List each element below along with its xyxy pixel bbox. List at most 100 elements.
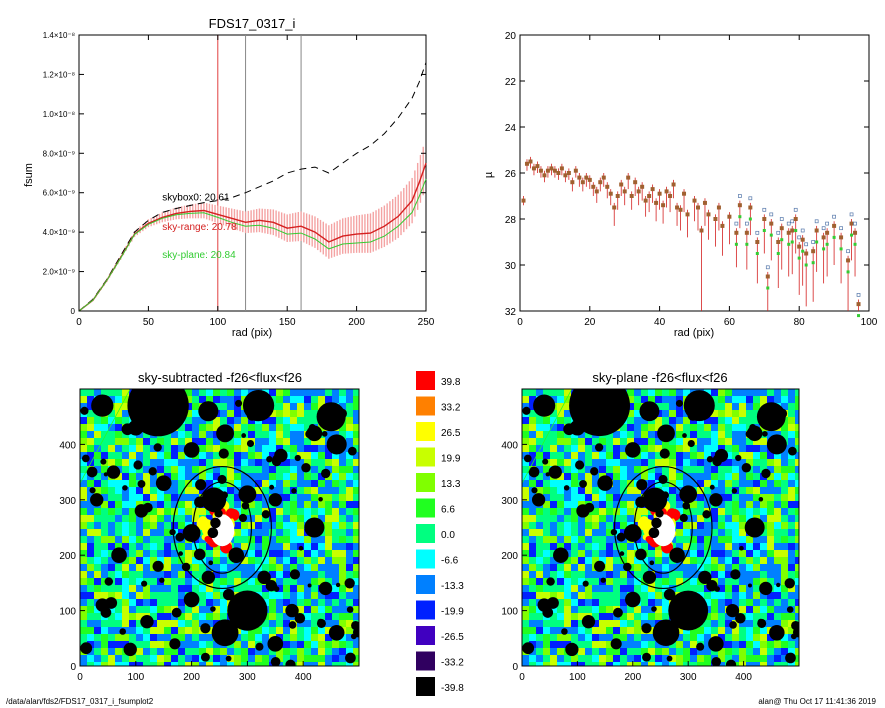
fsum-title: FDS17_0317_i [209, 16, 296, 31]
map-pixel [529, 431, 536, 438]
map-pixel [80, 424, 87, 431]
map-pixel [297, 459, 304, 466]
map-pixel [641, 466, 648, 473]
map-pixel [178, 641, 185, 648]
map-pixel [571, 522, 578, 529]
map-pixel [564, 508, 571, 515]
map-pixel [94, 438, 101, 445]
map-pixel [739, 599, 746, 606]
map-pixel [80, 592, 87, 599]
mu-point-plane [762, 229, 766, 232]
map-pixel [283, 592, 290, 599]
map-pixel [115, 410, 122, 417]
map-pixel [269, 487, 276, 494]
map-star-mask [304, 517, 325, 538]
map-pixel [164, 515, 171, 522]
map-pixel [304, 634, 311, 641]
map-pixel [213, 557, 220, 564]
map-small-mask [616, 532, 626, 542]
map-pixel [241, 480, 248, 487]
map-small-mask [222, 588, 235, 601]
map-pixel [725, 403, 732, 410]
map-pixel [620, 529, 627, 536]
map-pixel [620, 480, 627, 487]
map-pixel [122, 396, 129, 403]
map-pixel [669, 459, 676, 466]
map-pixel [550, 641, 557, 648]
map-pixel [206, 473, 213, 480]
map-pixel [795, 543, 799, 550]
map-pixel [304, 445, 311, 452]
map-pixel [150, 578, 157, 585]
map-small-mask [321, 468, 331, 479]
map-pixel [290, 417, 297, 424]
map-pixel [157, 571, 164, 578]
map-pixel [683, 543, 690, 550]
map-pixel [122, 522, 129, 529]
map-pixel [276, 543, 283, 550]
map-pixel [283, 655, 290, 662]
map-pixel [80, 564, 87, 571]
map-pixel [94, 515, 101, 522]
map-pixel [550, 606, 557, 613]
map-small-mask [298, 545, 304, 551]
map-pixel [164, 445, 171, 452]
map-small-mask [103, 472, 108, 477]
map-pixel [248, 564, 255, 571]
map-pixel [346, 438, 353, 445]
map-pixel [192, 494, 199, 501]
mu-point [524, 161, 529, 166]
map-small-mask [130, 413, 137, 421]
map-xtick-label: 0 [77, 672, 83, 683]
fsum-xtick-label: 50 [143, 317, 155, 328]
map-pixel [108, 543, 115, 550]
map-pixel [634, 571, 641, 578]
map-pixel [80, 662, 87, 666]
map-pixel [164, 459, 171, 466]
mu-point-box [738, 194, 742, 198]
map-pixel [662, 396, 669, 403]
map-pixel [564, 445, 571, 452]
map-pixel [676, 578, 683, 585]
map-pixel [346, 620, 353, 627]
map-pixel [697, 508, 704, 515]
map-pixel [227, 459, 234, 466]
map-pixel [557, 459, 564, 466]
map-pixel [276, 592, 283, 599]
map-pixel [557, 396, 564, 403]
map-pixel [676, 662, 683, 666]
map-pixel [529, 536, 536, 543]
map-pixel [774, 648, 781, 655]
map-pixel [213, 424, 220, 431]
map-pixel [234, 410, 241, 417]
map-pixel [732, 403, 739, 410]
map-pixel [297, 620, 304, 627]
map-small-mask [207, 527, 219, 539]
map-pixel [276, 578, 283, 585]
map-pixel [711, 571, 718, 578]
map-pixel [599, 571, 606, 578]
map-pixel [80, 627, 87, 634]
map-pixel [269, 522, 276, 529]
map-pixel [529, 389, 536, 396]
map-pixel [276, 508, 283, 515]
map-pixel [697, 501, 704, 508]
map-pixel [185, 557, 192, 564]
map-pixel [655, 480, 662, 487]
map-pixel [318, 648, 325, 655]
map-pixel [676, 522, 683, 529]
map-star-mask [533, 394, 556, 417]
map-pixel [353, 501, 359, 508]
map-pixel [648, 515, 655, 522]
map-pixel [94, 466, 101, 473]
map-pixel [641, 389, 648, 396]
map-pixel [171, 599, 178, 606]
map-pixel [655, 648, 662, 655]
map-pixel [592, 550, 599, 557]
map-pixel [648, 634, 655, 641]
map-pixel [143, 592, 150, 599]
map-pixel [325, 641, 332, 648]
map-pixel [255, 662, 262, 666]
map-pixel [599, 543, 606, 550]
map-pixel [795, 403, 799, 410]
